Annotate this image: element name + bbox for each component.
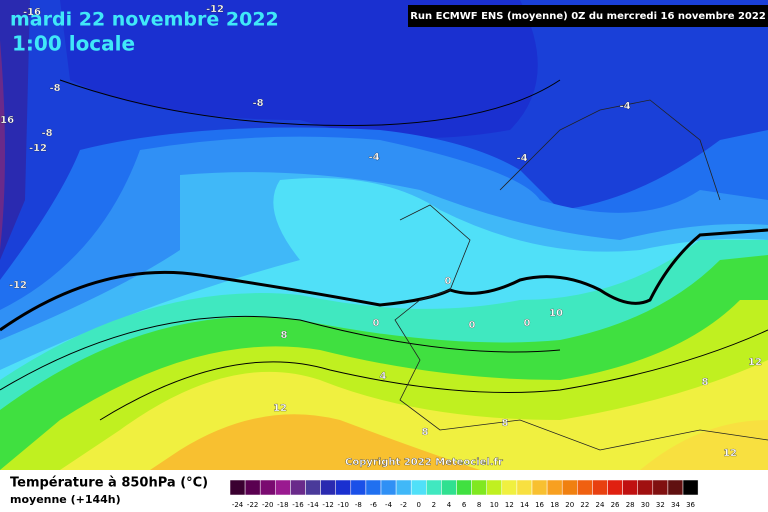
contour-label: 10 (549, 308, 563, 319)
scale-label: 10 (490, 501, 499, 509)
contour-label: 0 (469, 320, 476, 331)
scale-swatch (667, 479, 684, 496)
scale-label: -2 (400, 501, 407, 509)
parameter-detail: moyenne (+144h) (10, 493, 121, 506)
scale-swatch (290, 479, 306, 496)
scale-swatch (516, 479, 533, 496)
scale-swatch (546, 479, 563, 496)
contour-labels: -16 -12 -16 -8 -8 -8 -12 -4 -4 -4 -12 0 0 0 0 10 8 4 12 8 12… (0, 4, 762, 459)
map-date: mardi 22 novembre 2022 (10, 9, 279, 31)
contour-label: 0 (373, 318, 380, 329)
scale-label: 20 (565, 501, 574, 509)
scale-label: -4 (385, 501, 393, 509)
scale-label: 32 (656, 501, 665, 509)
scale-swatch (531, 479, 548, 496)
contour-label: -16 (23, 7, 41, 18)
run-info: Run ECMWF ENS (moyenne) 0Z du mercredi 1… (410, 11, 766, 22)
scale-swatch (577, 479, 593, 496)
scale-swatch (561, 479, 578, 496)
contour-label: 0 (524, 318, 531, 329)
contour-label: -8 (49, 83, 60, 94)
scale-swatch (652, 479, 669, 496)
scale-label: -12 (322, 501, 333, 509)
contour-label: 0 (445, 276, 452, 287)
scale-label: -14 (307, 501, 319, 509)
scale-label: 2 (432, 501, 436, 509)
scale-swatch (637, 479, 654, 496)
scale-swatch (335, 479, 352, 496)
contour-label: 8 (702, 377, 709, 388)
scale-swatch (365, 479, 382, 496)
scale-label: 34 (671, 501, 680, 509)
copyright: Copyright 2022 Meteociel.fr (345, 457, 503, 468)
scale-label: 0 (417, 501, 421, 509)
scale-swatch (441, 479, 457, 496)
contour-label: 8 (281, 330, 288, 341)
scale-label: -18 (277, 501, 288, 509)
scale-label: -22 (247, 501, 258, 509)
contour-label: -8 (41, 128, 52, 139)
scale-swatch (592, 479, 608, 496)
scale-label: 22 (580, 501, 589, 509)
scale-label: 8 (477, 501, 481, 509)
scale-swatch (350, 479, 367, 496)
contour-label: 12 (723, 448, 737, 459)
scale-label: 14 (520, 501, 529, 509)
scale-swatch (320, 479, 336, 496)
scale-swatch (456, 479, 472, 496)
contour-label: -4 (368, 152, 379, 163)
scale-label: 30 (641, 501, 650, 509)
contour-label: -12 (29, 143, 47, 154)
scale-label: 26 (611, 501, 620, 509)
scale-swatch (622, 479, 638, 496)
scale-label: 18 (550, 501, 559, 509)
scale-label: 16 (535, 501, 544, 509)
scale-swatch (410, 479, 427, 496)
scale-label: 28 (626, 501, 635, 509)
scale-label: 24 (595, 501, 604, 509)
color-scale: -24 -22 -20 -18 -16 -14 -12 -10 -8 -6 -4 -2 0 2 4 6 8 10 1… (229, 479, 699, 509)
scale-swatch (229, 479, 246, 496)
scale-swatch (259, 479, 276, 496)
contour-label: 12 (748, 357, 762, 368)
contour-label: -4 (619, 101, 630, 112)
scale-swatch (305, 479, 321, 496)
contour-label: -12 (9, 280, 27, 291)
contour-label: -12 (206, 4, 224, 15)
scale-swatch (501, 479, 518, 496)
contour-label: -4 (516, 153, 527, 164)
scale-label: 6 (462, 501, 467, 509)
scale-swatch (380, 479, 397, 496)
contour-label: 8 (422, 427, 429, 438)
scale-label: 4 (447, 501, 452, 509)
scale-swatch (486, 479, 503, 496)
map-background (0, 0, 768, 470)
scale-swatch (244, 479, 261, 496)
scale-label: -20 (262, 501, 273, 509)
scale-label: -6 (370, 501, 378, 509)
scale-label: 12 (505, 501, 514, 509)
scale-label: -8 (355, 501, 362, 509)
scale-label: -24 (232, 501, 244, 509)
scale-label: -10 (338, 501, 349, 509)
scale-swatch (607, 479, 623, 496)
contour-label: 12 (273, 403, 287, 414)
contour-label: 4 (380, 371, 387, 382)
scale-swatch (426, 479, 442, 496)
scale-label: -16 (292, 501, 304, 509)
contour-label: -8 (252, 98, 263, 109)
contour-label: 8 (502, 418, 509, 429)
scale-swatch (471, 479, 487, 496)
contour-label: -16 (0, 115, 14, 126)
scale-swatch (275, 479, 291, 496)
scale-label: 36 (686, 501, 695, 509)
parameter-title: Température à 850hPa (°C) (10, 476, 208, 491)
scale-swatch (395, 479, 412, 496)
map-time: 1:00 locale (12, 32, 135, 56)
scale-swatch (682, 479, 699, 496)
